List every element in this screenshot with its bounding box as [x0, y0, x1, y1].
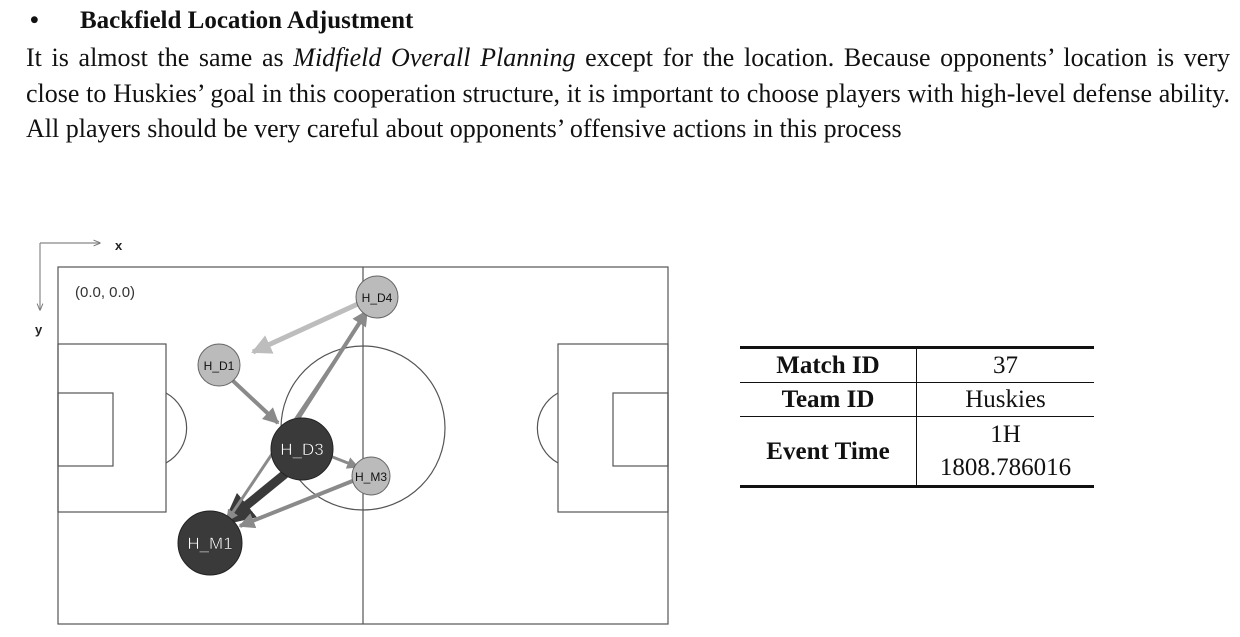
table-row: Team ID Huskies: [740, 382, 1094, 417]
table-key: Event Time: [740, 416, 917, 487]
paragraph-text-before: It is almost the same as: [26, 43, 294, 72]
table-key: Team ID: [740, 382, 917, 417]
body-paragraph: It is almost the same as Midfield Overal…: [26, 40, 1230, 147]
table-key: Match ID: [740, 347, 917, 383]
table-value: 37: [916, 347, 1094, 383]
player-h-m1: H_M1: [177, 510, 243, 576]
pass-arrow-d4-d1: [251, 300, 362, 355]
player-h-d4: H_D4: [355, 275, 399, 319]
section-title: Backfield Location Adjustment: [80, 7, 414, 34]
player-label: H_M1: [187, 534, 232, 553]
pass-arrow-m3-m1: [238, 478, 356, 529]
pitch-diagram: x y (0.0, 0.0) H_D4 H_D1 H_D3: [35, 238, 669, 625]
table-row: Match ID 37: [740, 347, 1094, 383]
table-value: 1H 1808.786016: [917, 417, 1095, 487]
paragraph-emphasis: Midfield Overall Planning: [293, 43, 576, 72]
pass-arrow-d3-m3: [329, 454, 360, 469]
axis-indicator: x y: [35, 238, 123, 337]
section-heading: • Backfield Location Adjustment: [30, 7, 413, 35]
event-time-seconds: 1808.786016: [939, 454, 1072, 481]
player-label: H_D3: [280, 440, 323, 459]
bullet: •: [30, 7, 39, 34]
player-label: H_D1: [204, 359, 235, 373]
pass-arrows: [222, 300, 369, 529]
player-label: H_D4: [362, 291, 393, 305]
table-row: Event Time 1H 1808.786016: [740, 416, 1095, 487]
player-h-m3: H_M3: [351, 456, 391, 496]
event-time-half: 1H: [990, 421, 1021, 448]
paragraph-text-after: except for the location. Because opponen…: [26, 43, 1230, 143]
event-info-table: Match ID 37 Team ID Huskies Event Time 1…: [740, 346, 1094, 488]
player-h-d1: H_D1: [197, 343, 241, 387]
axis-x-label: x: [115, 238, 123, 253]
player-h-d3: H_D3: [270, 417, 334, 481]
axis-y-label: y: [35, 322, 43, 337]
player-label: H_M3: [355, 470, 387, 484]
origin-label: (0.0, 0.0): [75, 284, 135, 301]
table-value: Huskies: [916, 382, 1094, 417]
pass-arrow-d1-d3: [229, 377, 280, 425]
